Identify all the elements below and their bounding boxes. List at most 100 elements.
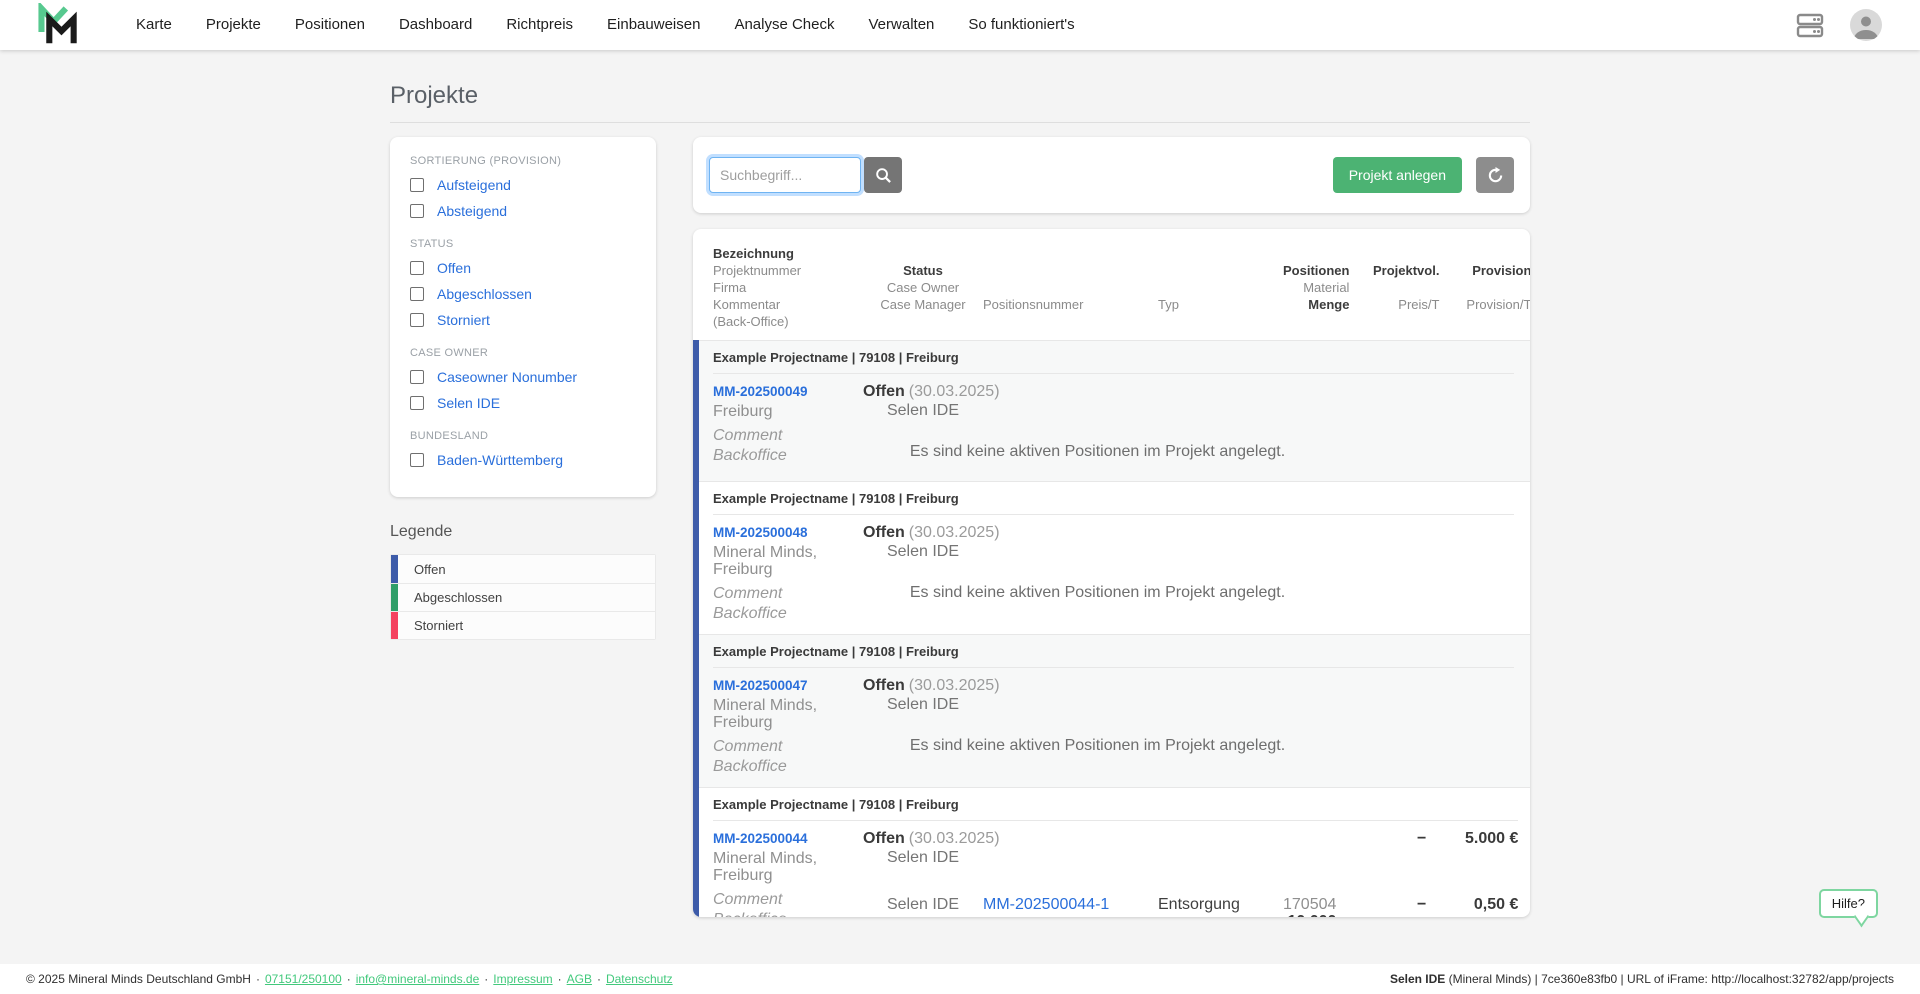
filter-option[interactable]: Offen: [410, 255, 636, 281]
footer-link[interactable]: Impressum: [493, 972, 553, 986]
checkbox[interactable]: [410, 204, 424, 218]
search-input[interactable]: [709, 157, 861, 193]
checkbox[interactable]: [410, 261, 424, 275]
filter-section: CASE OWNER Caseowner Nonumber Selen IDE: [410, 347, 636, 416]
filter-option-label[interactable]: Abgeschlossen: [437, 286, 532, 302]
footer-link[interactable]: 07151/250100: [264, 972, 342, 986]
filter-option-label[interactable]: Absteigend: [437, 203, 508, 219]
filter-option[interactable]: Absteigend: [410, 198, 636, 224]
status-date: (30.03.2025): [908, 677, 1000, 694]
page-title: Projekte: [390, 82, 479, 109]
project-number-link[interactable]: MM-202500048: [713, 525, 808, 540]
create-project-button[interactable]: Projekt anlegen: [1332, 157, 1462, 193]
col-menge: Menge: [1308, 297, 1350, 312]
projektvol-value: −: [1417, 830, 1427, 847]
filter-option[interactable]: Abgeschlossen: [410, 281, 636, 307]
col-positionen: Positionen: [1283, 263, 1350, 278]
nav-item[interactable]: Analyse Check: [734, 16, 835, 33]
checkbox[interactable]: [410, 313, 424, 327]
footer-user: Selen IDE: [1389, 972, 1446, 986]
no-positions-message: Es sind keine aktiven Positionen im Proj…: [909, 443, 1286, 460]
title-divider: [390, 122, 1530, 123]
project-title: Example Projectname | 79108 | Freiburg: [713, 635, 1514, 668]
checkbox[interactable]: [410, 370, 424, 384]
filter-panel: SORTIERUNG (PROVISION) Aufsteigend Abste…: [390, 137, 656, 497]
legend-label: Offen: [414, 561, 446, 577]
nav-item[interactable]: Projekte: [205, 16, 261, 33]
provision-value: [1422, 524, 1514, 560]
checkbox[interactable]: [410, 178, 424, 192]
filter-option-label[interactable]: Aufsteigend: [437, 177, 511, 193]
footer-separator: ·: [255, 972, 260, 986]
nav-item[interactable]: Dashboard: [398, 16, 473, 33]
filter-option[interactable]: Storniert: [410, 307, 636, 333]
nav-item[interactable]: Einbauweisen: [607, 16, 701, 33]
footer-separator: ·: [557, 972, 562, 986]
col-typ: Typ: [1158, 297, 1179, 312]
nav-item[interactable]: Positionen: [294, 16, 365, 33]
col-preis-t: Preis/T: [1398, 297, 1440, 312]
filter-option[interactable]: Aufsteigend: [410, 172, 636, 198]
case-owner: Selen IDE: [886, 696, 960, 713]
col-positionsnummer: Positionsnummer: [983, 297, 1084, 312]
help-button[interactable]: Hilfe?: [1818, 889, 1878, 918]
toolbar: Projekt anlegen: [693, 137, 1530, 213]
table-row: Example Projectname | 79108 | Freiburg M…: [693, 340, 1530, 481]
user-menu-button[interactable]: [1850, 9, 1882, 41]
nav-item[interactable]: Karte: [136, 16, 172, 33]
footer: © 2025 Mineral Minds Deutschland GmbH · 07…: [0, 964, 1920, 994]
projects-table: Bezeichnung Projektnummer Firma Kommenta…: [693, 229, 1530, 917]
filter-option-label[interactable]: Caseowner Nonumber: [437, 369, 578, 385]
project-number-link[interactable]: MM-202500047: [713, 678, 808, 693]
filter-option[interactable]: Baden-Württemberg: [410, 447, 636, 473]
checkbox[interactable]: [410, 287, 424, 301]
project-backoffice: Backoffice: [713, 447, 787, 464]
project-title: Example Projectname | 79108 | Freiburg: [713, 788, 1519, 821]
server-icon: [1796, 13, 1824, 38]
filter-option-label[interactable]: Storniert: [437, 312, 490, 328]
filter-option[interactable]: Caseowner Nonumber: [410, 364, 636, 390]
footer-copyright: © 2025 Mineral Minds Deutschland GmbH: [26, 972, 251, 986]
legend-item: Storniert: [391, 611, 655, 639]
position-number-link[interactable]: MM-202500044-1: [983, 896, 1110, 913]
project-number-link[interactable]: MM-202500049: [713, 384, 808, 399]
project-firma: Mineral Minds, Freiburg: [713, 850, 818, 884]
filter-option-label[interactable]: Baden-Württemberg: [437, 452, 564, 468]
nav-item[interactable]: Verwalten: [868, 16, 935, 33]
table-header: Bezeichnung Projektnummer Firma Kommenta…: [693, 229, 1530, 340]
footer-separator: ·: [484, 972, 489, 986]
project-backoffice: Backoffice: [713, 758, 787, 775]
provision-value: [1422, 383, 1514, 419]
filter-section: STATUS Offen Abgeschlossen Storniert: [410, 238, 636, 333]
footer-link[interactable]: Datenschutz: [605, 972, 673, 986]
table-row: Example Projectname | 79108 | Freiburg M…: [693, 481, 1530, 634]
col-projektvol: Projektvol.: [1372, 263, 1440, 278]
col-material: Material: [1303, 280, 1350, 295]
nav-item[interactable]: So funktioniert's: [968, 16, 1075, 33]
case-owner: Selen IDE: [886, 402, 960, 419]
project-number-link[interactable]: MM-202500044: [713, 831, 808, 846]
refresh-button[interactable]: [1476, 157, 1514, 193]
filter-option-label[interactable]: Offen: [437, 260, 471, 276]
project-comment: Comment: [713, 427, 783, 444]
status-badge: Offen: [863, 524, 905, 541]
table-row: Example Projectname | 79108 | Freiburg M…: [693, 634, 1530, 787]
filter-option[interactable]: Selen IDE: [410, 390, 636, 416]
col-kommentar: Kommentar: [713, 297, 781, 312]
server-status-button[interactable]: [1796, 12, 1824, 38]
nav-item[interactable]: Richtpreis: [506, 16, 574, 33]
search-button[interactable]: [864, 157, 902, 193]
legend-color-chip: [391, 612, 398, 639]
col-case-owner: Case Owner: [886, 280, 960, 295]
case-owner: Selen IDE: [886, 849, 960, 866]
filter-option-label[interactable]: Selen IDE: [437, 395, 501, 411]
provision-value: [1422, 677, 1514, 713]
position-material: 170504: [1283, 896, 1337, 913]
top-nav: Karte Projekte Positionen Dashboard Rich…: [0, 0, 1920, 50]
footer-link[interactable]: AGB: [566, 972, 592, 986]
footer-link[interactable]: info@mineral-minds.de: [355, 972, 480, 986]
checkbox[interactable]: [410, 396, 424, 410]
checkbox[interactable]: [410, 453, 424, 467]
legend-title: Legende: [390, 523, 453, 540]
projektvol-value: [1332, 524, 1422, 560]
